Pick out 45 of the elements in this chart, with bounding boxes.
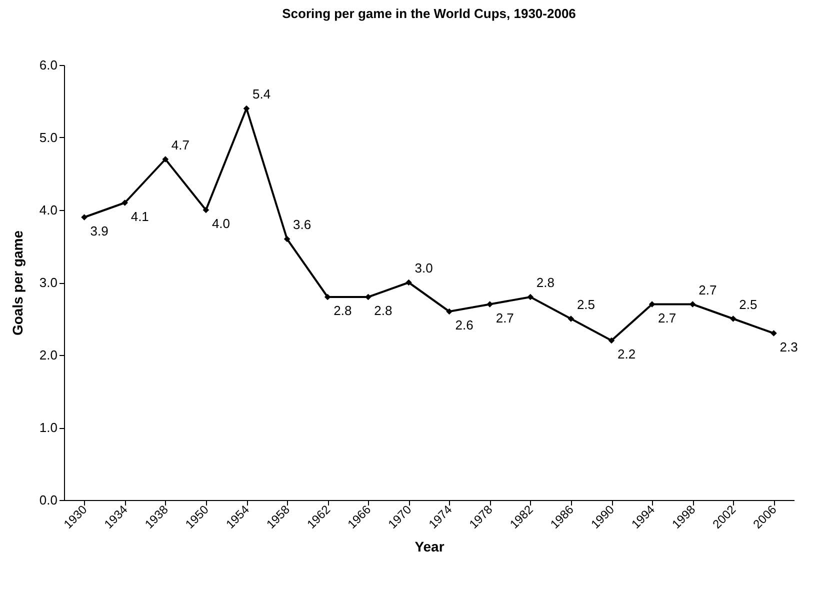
- point: [446, 308, 452, 315]
- point: [486, 301, 493, 308]
- data-label: 4.1: [130, 208, 149, 224]
- y-tick-label: 1.0: [39, 420, 58, 435]
- y-axis-title: Goals per game: [9, 230, 26, 336]
- y-tick-label: 2.0: [39, 348, 58, 362]
- point: [122, 200, 128, 206]
- point: [365, 294, 372, 300]
- data-label: 2.8: [334, 303, 352, 318]
- data-label: 2.7: [698, 282, 717, 298]
- point: [689, 301, 696, 308]
- data-label: 5.4: [252, 86, 271, 102]
- data-label: 2.8: [374, 303, 392, 318]
- point: [406, 279, 412, 286]
- data-label: 4.7: [171, 137, 190, 152]
- point: [648, 301, 656, 308]
- data-label: 3.9: [90, 223, 108, 238]
- y-tick-label: 0.0: [39, 492, 58, 508]
- data-label: 2.3: [780, 339, 798, 354]
- data-label: 2.6: [455, 318, 474, 332]
- y-tick-label: 4.0: [39, 202, 58, 218]
- x-axis-title: Year: [414, 538, 445, 555]
- y-tick-label: 3.0: [39, 275, 58, 290]
- point: [527, 294, 534, 300]
- point: [608, 337, 615, 344]
- data-label: 2.7: [658, 310, 676, 326]
- point: [81, 214, 88, 220]
- data-label: 3.6: [293, 217, 312, 232]
- point: [284, 236, 290, 242]
- point: [568, 316, 574, 322]
- point: [324, 294, 331, 300]
- point: [770, 330, 777, 336]
- data-label: 4.0: [212, 216, 230, 231]
- data-label: 2.8: [536, 275, 554, 290]
- data-label: 2.5: [576, 296, 596, 312]
- chart-title: Scoring per game in the World Cups, 1930-2006: [282, 6, 576, 21]
- data-label: 2.7: [496, 310, 514, 326]
- data-label: 3.0: [414, 260, 433, 276]
- point: [202, 206, 210, 214]
- data-label: 2.2: [618, 346, 636, 362]
- point: [162, 156, 169, 162]
- y-tick-label: 5.0: [39, 130, 58, 145]
- data-label: 2.5: [739, 296, 758, 312]
- point: [730, 316, 736, 322]
- y-tick-label: 6.0: [39, 58, 58, 72]
